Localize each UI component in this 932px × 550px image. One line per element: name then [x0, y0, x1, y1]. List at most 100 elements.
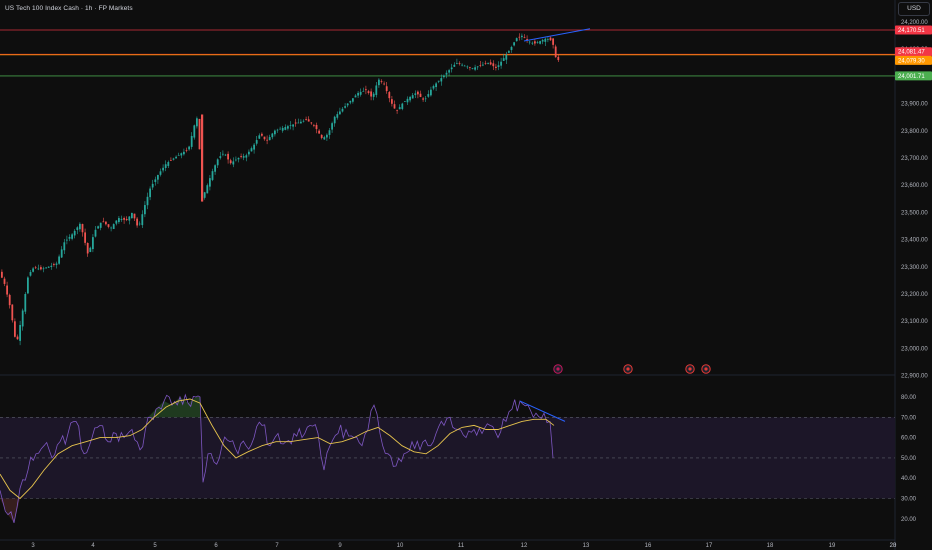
candle-body	[518, 36, 521, 38]
time-tick-label: 20	[890, 543, 897, 549]
candle-body	[1, 271, 3, 278]
candle-body	[440, 78, 443, 82]
candle-body	[297, 122, 300, 124]
candle-body	[307, 119, 310, 122]
candle-body	[422, 98, 424, 100]
price-tick-label: 22,900.00	[901, 374, 928, 380]
time-tick-label: 6	[214, 543, 218, 549]
candle-body	[284, 127, 287, 130]
candle-body	[66, 239, 68, 241]
rsi-tick-label: 80.00	[901, 395, 917, 401]
candle-body	[536, 42, 539, 44]
candle-body	[357, 92, 359, 96]
candle-body	[497, 65, 500, 68]
candle-body	[8, 294, 11, 306]
candle-body	[255, 140, 258, 144]
candle-body	[541, 39, 544, 42]
candle-body	[47, 266, 50, 268]
rsi-tick-label: 70.00	[901, 415, 917, 421]
candle-body	[458, 63, 461, 64]
candle-body	[289, 125, 292, 126]
candle-body	[552, 38, 554, 45]
candle-body	[133, 213, 136, 219]
price-tick-label: 23,800.00	[901, 129, 928, 135]
candle-body	[115, 220, 118, 224]
candle-body	[149, 188, 151, 198]
candle-body	[482, 64, 484, 66]
candle-body	[445, 72, 448, 75]
candle-body	[505, 54, 508, 60]
candle-body	[409, 96, 411, 101]
candle-body	[528, 41, 531, 43]
candle-body	[45, 267, 47, 269]
rsi-trendline	[519, 400, 566, 422]
candle-body	[190, 135, 193, 147]
price-level-badge	[895, 25, 932, 35]
candle-body	[196, 118, 198, 127]
currency-button[interactable]: USD	[898, 2, 930, 16]
time-tick-label: 12	[521, 543, 528, 549]
candle-body	[258, 135, 261, 139]
candle-body	[474, 67, 476, 70]
symbol-title: US Tech 100 Index Cash · 1h · FP Markets	[5, 5, 133, 12]
candle-body	[188, 146, 190, 150]
candle-body	[352, 98, 354, 102]
candle-body	[349, 100, 352, 103]
time-tick-label: 19	[829, 543, 836, 549]
candle-body	[240, 156, 242, 158]
candle-body	[29, 271, 32, 276]
time-tick-label: 13	[583, 543, 590, 549]
rsi-overbought-fill	[148, 397, 200, 418]
candle-body	[79, 223, 81, 230]
price-tick-label: 23,900.00	[901, 102, 928, 108]
candle-body	[136, 218, 138, 226]
candle-body	[328, 130, 331, 135]
candle-body	[323, 137, 326, 140]
candle-body	[198, 118, 201, 150]
candle-body	[281, 127, 284, 131]
candle-body	[32, 268, 34, 272]
price-tick-label: 23,000.00	[901, 346, 928, 352]
candle-body	[185, 150, 188, 151]
candle-body	[487, 62, 489, 64]
candle-body	[97, 226, 99, 229]
candle-body	[162, 167, 164, 171]
candle-body	[448, 70, 450, 73]
candle-body	[367, 91, 370, 93]
candle-body	[424, 98, 427, 100]
candle-body	[261, 133, 263, 136]
price-tick-label: 23,500.00	[901, 210, 928, 216]
candle-body	[495, 66, 497, 68]
candle-body	[131, 212, 133, 219]
candle-body	[492, 63, 495, 67]
candle-body	[375, 85, 378, 95]
rsi-line	[0, 393, 554, 524]
price-level-badge	[895, 47, 932, 57]
candle-body	[229, 160, 232, 164]
candle-body	[146, 196, 149, 206]
candle-body	[302, 120, 305, 122]
candle-body	[476, 66, 479, 68]
candle-body	[24, 294, 27, 312]
time-tick-label: 17	[706, 543, 713, 549]
candle-body	[118, 218, 120, 223]
candle-body	[263, 136, 266, 140]
candle-body	[63, 242, 66, 251]
candle-body	[430, 89, 432, 96]
time-tick-label: 5	[153, 543, 157, 549]
time-tick-label: 16	[645, 543, 652, 549]
candle-body	[466, 66, 469, 68]
candle-body	[209, 178, 211, 187]
candle-body	[310, 122, 313, 124]
candle-body	[450, 67, 453, 70]
candle-body	[180, 153, 183, 156]
candle-body	[398, 107, 401, 110]
candle-body	[248, 151, 250, 155]
candle-body	[214, 165, 216, 172]
candle-body	[344, 106, 346, 108]
candle-body	[318, 130, 320, 134]
candle-body	[300, 121, 302, 124]
candle-body	[237, 157, 240, 160]
time-tick-label: 18	[767, 543, 774, 549]
